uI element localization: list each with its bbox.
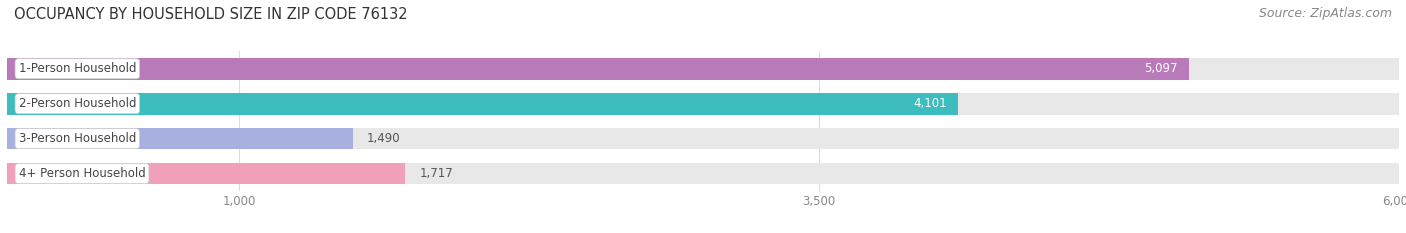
Bar [7, 128, 1399, 150]
Text: 4+ Person Household: 4+ Person Household [18, 167, 145, 180]
Text: Source: ZipAtlas.com: Source: ZipAtlas.com [1258, 7, 1392, 20]
Text: 1,490: 1,490 [367, 132, 401, 145]
Bar [7, 128, 353, 150]
Text: 2-Person Household: 2-Person Household [18, 97, 136, 110]
Bar [7, 93, 959, 115]
Text: OCCUPANCY BY HOUSEHOLD SIZE IN ZIP CODE 76132: OCCUPANCY BY HOUSEHOLD SIZE IN ZIP CODE … [14, 7, 408, 22]
Bar [7, 58, 1399, 80]
Text: 1-Person Household: 1-Person Household [18, 62, 136, 75]
Bar [7, 163, 1399, 185]
Bar [7, 58, 1189, 80]
Text: 3-Person Household: 3-Person Household [18, 132, 136, 145]
Text: 4,101: 4,101 [912, 97, 946, 110]
Bar [7, 93, 1399, 115]
Text: 5,097: 5,097 [1144, 62, 1178, 75]
Text: 1,717: 1,717 [419, 167, 453, 180]
Bar [7, 163, 405, 185]
